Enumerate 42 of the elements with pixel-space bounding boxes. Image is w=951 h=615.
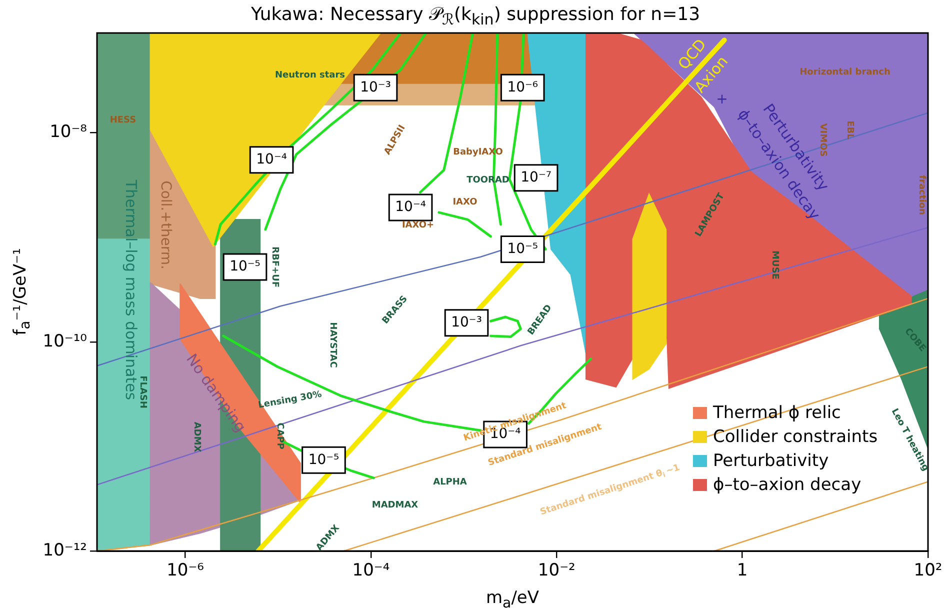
legend-label: Collider constraints [713, 426, 878, 449]
x-tick-label: 1 [736, 560, 748, 581]
annotation: EBL [844, 120, 855, 140]
annotation: ALPHA [433, 477, 467, 488]
annotation: Lensing 30% [258, 390, 323, 411]
annotation: + [716, 92, 728, 108]
annotation: 10⁻⁷ [520, 170, 552, 186]
annotation: 10⁻⁵ [230, 258, 260, 275]
annotation: CAPP [274, 422, 285, 450]
annotation: fraction [916, 175, 927, 215]
x-tick-label: 10⁻⁶ [166, 560, 204, 581]
legend-label: Perturbativity [713, 450, 829, 473]
annotation: 10⁻³ [360, 79, 391, 96]
x-tick-label: 10⁻⁴ [352, 560, 390, 581]
annotation: 10⁻⁵ [308, 452, 340, 468]
annotation: Coll.+therm. [157, 180, 174, 270]
y-tick-label: 10⁻¹² [42, 540, 87, 560]
annotation: 10⁻⁵ [507, 240, 538, 257]
annotation: 10⁻⁴ [256, 152, 288, 168]
annotation: MADMAX [372, 500, 418, 510]
annotation: Thermal–log mass dominates [122, 178, 140, 400]
y-tick-label: 10⁻⁸ [50, 122, 88, 142]
annotation: Neutron stars [274, 70, 346, 80]
legend-label: ϕ–to–axion decay [713, 474, 862, 497]
annotation: ADMX [192, 422, 202, 452]
annotation: 10⁻⁶ [507, 79, 538, 96]
annotation: FLASH [138, 376, 148, 408]
annotation: RBF+UF [270, 246, 280, 288]
legend-label: Thermal ϕ relic [713, 402, 841, 425]
annotation: IAXO [452, 197, 478, 208]
annotation: HAYSTAC [328, 322, 338, 368]
x-axis-title: m$_{a}$/eV [484, 588, 540, 612]
annotation: 10⁻³ [451, 314, 482, 331]
annotation: MUSE [770, 250, 780, 280]
annotation: HESS [110, 115, 136, 126]
chart-title: Yukawa: Necessary 𝒫$_{ℛ}$(k$_{kin}$) suppression for n=13 [250, 4, 702, 29]
y-tick-label: 10⁻¹⁰ [42, 331, 88, 352]
annotation: 10⁻⁴ [395, 199, 426, 216]
annotation: Horizontal branch [800, 67, 890, 78]
annotation: IAXO+ [402, 220, 434, 230]
x-tick-label: 10² [914, 560, 942, 581]
x-tick-label: 10⁻² [538, 560, 576, 581]
